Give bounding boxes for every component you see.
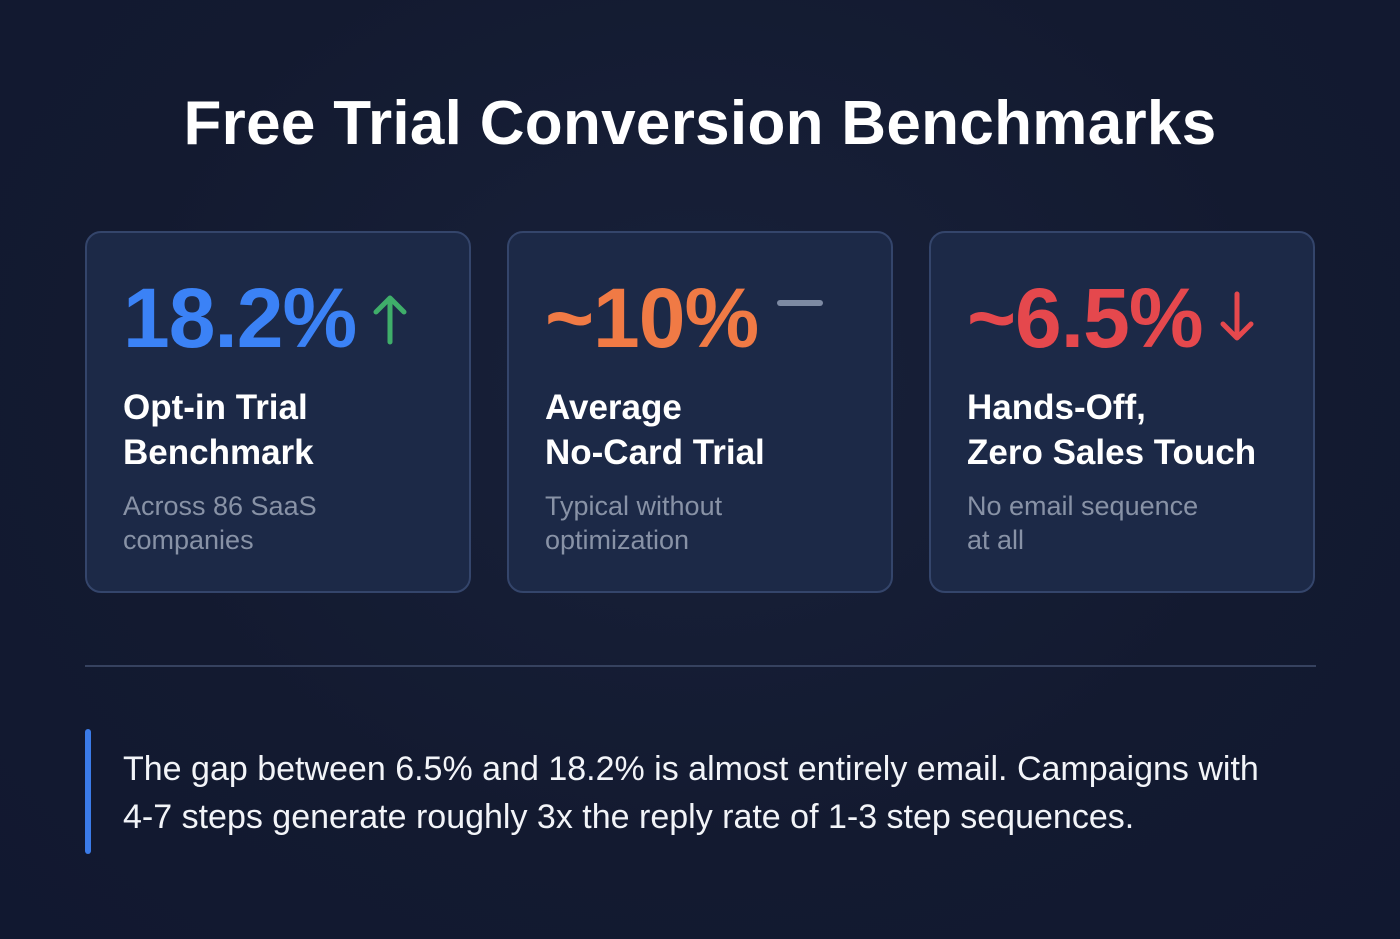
card-label: Opt-in Trial Benchmark <box>123 388 314 472</box>
stat-row: ~6.5% <box>967 273 1277 363</box>
section-divider <box>85 665 1316 667</box>
insight-callout: The gap between 6.5% and 18.2% is almost… <box>85 729 1325 854</box>
card-subtext: No email sequence at all <box>967 491 1199 555</box>
card-label: Average No-Card Trial <box>545 388 765 472</box>
callout-accent-bar <box>85 729 91 854</box>
benchmark-card-opt-in: 18.2% Opt-in Trial Benchmark Across 86 S… <box>85 231 471 593</box>
benchmark-card-hands-off: ~6.5% Hands-Off, Zero Sales Touch No ema… <box>929 231 1315 593</box>
arrow-down-icon <box>1217 288 1257 348</box>
stat-row: ~10% <box>545 273 855 363</box>
stat-value: ~10% <box>545 271 759 365</box>
card-subtext: Typical without optimization <box>545 491 723 555</box>
card-subtext: Across 86 SaaS companies <box>123 491 317 555</box>
page-title: Free Trial Conversion Benchmarks <box>183 89 1217 158</box>
stat-value: ~6.5% <box>967 271 1204 365</box>
benchmark-cards: 18.2% Opt-in Trial Benchmark Across 86 S… <box>85 231 1315 593</box>
dash-icon <box>776 297 824 309</box>
callout-text: The gap between 6.5% and 18.2% is almost… <box>123 750 1259 836</box>
benchmark-card-no-card: ~10% Average No-Card Trial Typical witho… <box>507 231 893 593</box>
stat-row: 18.2% <box>123 273 433 363</box>
card-label: Hands-Off, Zero Sales Touch <box>967 388 1257 472</box>
arrow-up-icon <box>370 288 410 348</box>
stat-value: 18.2% <box>123 271 357 365</box>
